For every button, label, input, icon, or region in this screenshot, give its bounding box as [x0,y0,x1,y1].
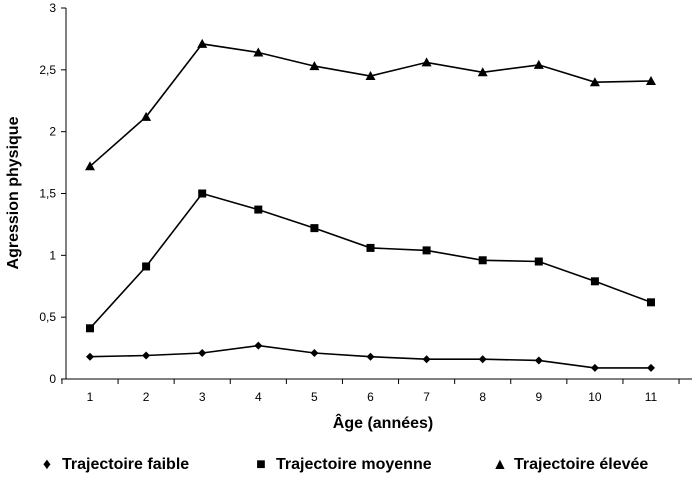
data-point [647,298,655,307]
series-layer [85,38,656,372]
y-tick-label: 2,5 [39,63,56,77]
legend-label: Trajectoire faible [62,456,190,473]
square-marker-icon: ■ [256,456,266,473]
data-point [478,355,487,364]
data-point [590,363,599,372]
data-point [253,47,264,57]
legend-item-moyenne: ■ Trajectoire moyenne [254,456,432,474]
data-point [478,256,487,265]
data-point [85,161,95,171]
x-tick-label: 9 [535,390,542,404]
data-point [309,61,320,71]
series-diamond [86,341,655,372]
data-point [254,341,263,350]
diamond-marker-icon: ♦ [42,456,52,473]
x-tick-label: 1 [87,390,94,404]
y-axis-title: Agression physique [5,116,22,269]
y-tick-label: 1 [49,248,56,262]
data-point [646,75,656,85]
legend-item-faible: ♦ Trajectoire faible [40,456,189,474]
data-point [647,363,655,372]
x-tick-label: 8 [479,390,486,404]
data-point [422,355,431,364]
x-axis-ticks: 1 2 3 4 5 6 7 8 9 10 11 [61,379,680,404]
triangle-marker-icon: ▲ [492,456,508,473]
data-point [589,77,600,87]
series-triangle [85,38,656,171]
data-point [86,324,94,333]
legend-item-elevee: ▲ Trajectoire élevée [492,456,648,474]
data-point [533,59,544,69]
y-tick-label: 2 [49,125,56,139]
x-axis-title: Âge (années) [333,413,433,432]
data-point [365,71,376,81]
data-point [477,67,488,77]
data-point [534,356,543,365]
data-point [534,257,543,266]
data-point [421,57,432,67]
x-tick-label: 11 [645,390,658,404]
data-point [590,277,599,286]
data-point [254,205,263,214]
y-tick-label: 1,5 [39,187,56,201]
data-point [141,111,152,121]
data-point [142,262,151,271]
data-point [198,349,207,358]
legend: ♦ Trajectoire faible ■ Trajectoire moyenne… [0,456,692,480]
data-point [86,352,94,361]
data-point [366,243,375,252]
data-point [422,246,431,255]
legend-label: Trajectoire moyenne [276,456,432,473]
y-tick-label: 0,5 [39,310,56,324]
data-point [198,189,207,198]
x-tick-label: 10 [588,390,602,404]
series-line [89,192,652,329]
series-line [89,43,652,167]
series-square [86,189,655,333]
legend-label: Trajectoire élevée [514,456,649,473]
data-point [310,349,319,358]
data-point [366,352,375,361]
x-tick-label: 7 [423,390,430,404]
data-point [310,224,319,233]
x-tick-label: 5 [311,390,318,404]
data-point [142,351,151,360]
x-tick-label: 6 [367,390,374,404]
axes [65,8,692,380]
data-point [197,38,208,48]
x-tick-label: 4 [255,390,262,404]
x-tick-label: 2 [143,390,150,404]
y-axis-ticks: 0 0,5 1 1,5 2 2,5 3 [39,1,66,386]
y-tick-label: 0 [49,372,56,386]
x-tick-label: 3 [199,390,206,404]
y-tick-label: 3 [49,1,56,15]
